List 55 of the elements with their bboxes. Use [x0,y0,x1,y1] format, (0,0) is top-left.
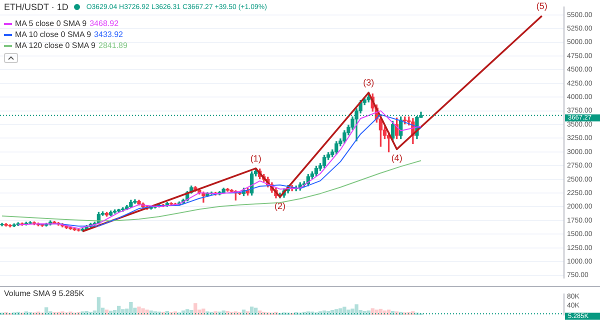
bar [169,312,174,315]
bar [374,310,378,315]
annotation: (4) [391,153,402,164]
bar [342,306,346,315]
bar [141,308,145,315]
bar [112,310,117,315]
bar [238,312,242,315]
annotation: Volume SMA 9 5.285K [4,289,84,298]
annotation: 3468.92 [90,18,119,29]
bar [121,309,125,315]
bar [145,310,149,315]
annotation: (1) [250,153,262,164]
bar [76,312,80,315]
bar [4,312,8,315]
bar [354,304,358,315]
bar [60,311,64,315]
bar [218,312,222,315]
bar [310,312,314,315]
annotation: (2) [274,200,286,211]
bar [96,297,101,315]
legend-label: MA 120 close 0 SMA 9 [15,40,96,51]
bar [274,312,278,315]
bar [350,308,354,315]
bar [346,310,350,315]
bar [214,311,218,315]
bar [186,309,190,315]
legend-label: MA 5 close 0 SMA 9 [15,18,87,29]
annotation: 2841.89 [98,40,128,51]
bar [407,312,411,315]
chart-title: ETH/USDT · 1D [4,2,68,12]
bar [117,306,121,315]
bar [52,312,56,315]
bar [28,312,32,315]
bar [386,310,391,315]
bar [157,312,161,315]
bar [370,308,374,315]
bar [108,310,113,315]
annotation: 3433.92 [94,29,123,40]
bar [242,310,246,315]
bar [334,309,338,315]
annotation: (3) [363,78,374,88]
bar [149,310,153,315]
annotation: (5) [536,0,548,11]
bar [194,303,198,315]
bar [254,308,258,315]
bar [338,308,342,315]
bar [250,306,254,315]
bar [206,311,210,315]
bar [129,302,133,315]
legend-label: MA 10 close 0 SMA 9 [15,29,92,40]
bar [137,306,141,315]
bar [378,308,383,315]
bar [104,310,109,315]
bar [64,312,68,315]
bar [202,308,206,315]
